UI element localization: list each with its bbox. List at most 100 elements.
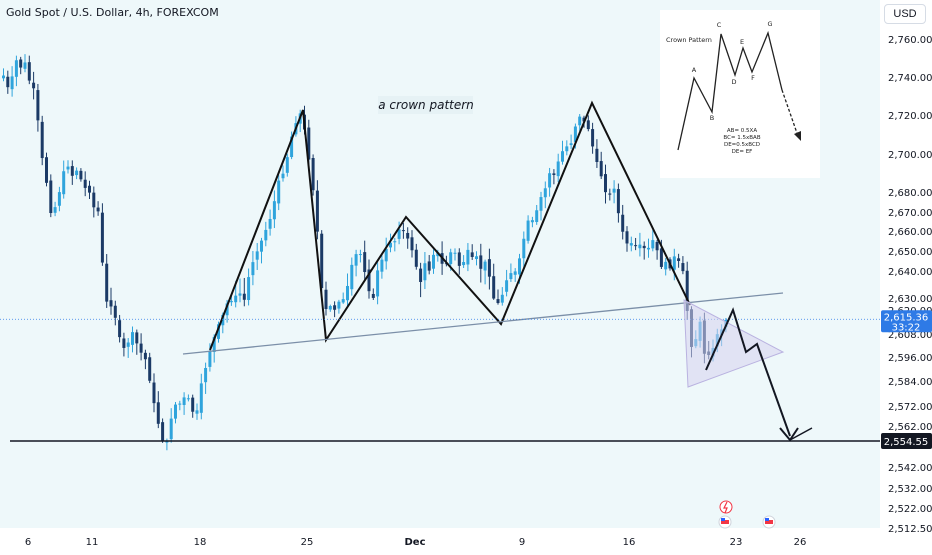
candle-body [264, 229, 268, 241]
candle-body [367, 269, 371, 292]
candle-body [363, 252, 367, 273]
candle-body [221, 314, 225, 326]
price-tick-label: 2,596.00 [888, 353, 932, 364]
candle-body [556, 161, 560, 177]
inset-point-label: F [751, 74, 755, 82]
price-tick-label: 2,562.00 [888, 422, 932, 433]
candle-body [380, 259, 384, 272]
flag-canton [721, 518, 725, 521]
candle-body [57, 192, 61, 206]
candle-body [479, 255, 483, 269]
candle-body [152, 382, 156, 404]
candle-body [148, 357, 152, 381]
candle-body [492, 276, 496, 299]
flag-stripe [721, 520, 729, 524]
candle-body [647, 247, 650, 250]
candle-body [281, 173, 285, 179]
time-tick-label: Dec [404, 537, 425, 548]
candle-body [509, 273, 513, 280]
candle-body [337, 301, 341, 309]
price-tick-label: 2,650.00 [888, 247, 932, 258]
current-price-value: 2,615.36 [884, 312, 929, 323]
price-tick-label: 2,720.00 [888, 111, 932, 122]
price-tick-label: 2,608.00 [888, 330, 932, 341]
candle-body [225, 303, 229, 316]
candle-body [376, 270, 380, 297]
inset-ratio-label: AB= 0.5XA [727, 128, 757, 134]
inset-point-label: G [767, 20, 772, 28]
candle-body [83, 179, 87, 188]
candle-body [2, 75, 5, 79]
candle-body [591, 129, 595, 147]
candle-body [174, 404, 177, 419]
candle-body [548, 173, 552, 188]
candle-body [565, 146, 569, 152]
time-tick-label: 18 [194, 537, 207, 548]
candle-body [672, 256, 676, 270]
price-tick-label: 2,542.00 [888, 463, 932, 474]
neckline-trendline[interactable] [182, 292, 784, 355]
candle-body [505, 280, 509, 292]
candle-body [165, 440, 169, 443]
price-tick-label: 2,584.00 [888, 377, 932, 388]
candle-body [651, 240, 655, 249]
price-tick-label: 2,522.00 [888, 504, 932, 515]
time-tick-label: 11 [86, 537, 99, 548]
candle-body [260, 240, 263, 252]
crown-pattern-line[interactable] [209, 100, 691, 351]
label-background [378, 96, 473, 114]
candle-body [341, 299, 345, 303]
candle-body [522, 238, 526, 259]
candle-body [311, 158, 315, 191]
candle-body [161, 422, 165, 441]
drawings-layer: a crown pattern [0, 96, 880, 529]
candle-body [320, 233, 324, 289]
candle-body [539, 197, 543, 211]
candle-body [88, 185, 91, 193]
time-tick-label: 25 [301, 537, 314, 548]
candle-body [625, 231, 629, 244]
inset-point-label: B [710, 114, 714, 122]
candle-body [659, 248, 663, 267]
crown-pattern-label: a crown pattern [378, 98, 474, 112]
candle-body [457, 252, 461, 266]
candle-body [328, 305, 332, 310]
candle-body [561, 151, 564, 162]
candle-body [612, 188, 616, 193]
candle-body [552, 173, 556, 175]
price-tick-label: 2,760.00 [888, 35, 932, 46]
candle-body [238, 293, 242, 296]
candle-body [79, 170, 83, 180]
candle-body [582, 117, 586, 122]
candle-body [143, 352, 147, 360]
candle-body [272, 201, 276, 220]
candle-body [32, 82, 36, 89]
candle-body [255, 251, 259, 260]
candle-body [212, 336, 216, 352]
arrow-tail [789, 427, 813, 441]
price-tick-label: 2,680.00 [888, 188, 932, 199]
candle-body [285, 157, 289, 173]
candle-body [156, 402, 160, 424]
candle-body [204, 368, 208, 383]
candle-body [621, 214, 625, 232]
candle-body [6, 76, 10, 88]
candle-body [75, 170, 79, 176]
candle-body [513, 271, 517, 275]
lightning-event-icon[interactable] [719, 500, 733, 514]
price-tick-label: 2,572.00 [888, 402, 932, 413]
price-axis-background [880, 0, 932, 550]
currency-button[interactable]: USD [884, 4, 926, 24]
time-axis[interactable]: 6 11 18 25 Dec 9 16 23 26 [25, 537, 807, 548]
projection-path[interactable] [705, 307, 791, 437]
price-axis[interactable]: 2,512.50 2,522.00 2,532.00 2,542.00 2,562.00… [881, 35, 932, 535]
candle-body [432, 254, 435, 269]
candle-body [599, 161, 603, 177]
candle-body [358, 254, 362, 256]
candle-body [634, 245, 638, 247]
candle-body [586, 120, 590, 130]
chart-title: Gold Spot / U.S. Dollar, 4h, FOREXCOM [6, 6, 219, 19]
